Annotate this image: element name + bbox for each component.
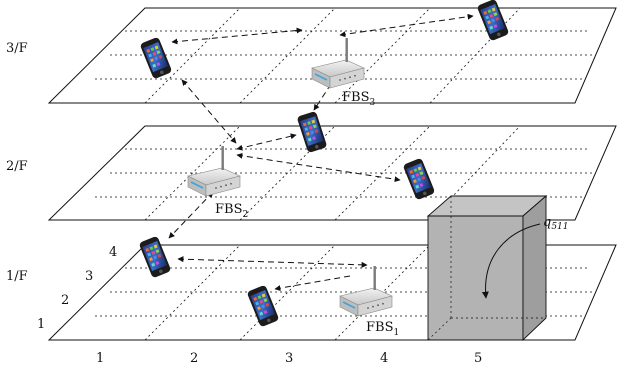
smartphone-icon [296, 110, 328, 154]
x-label-1: 1 [96, 351, 104, 366]
smartphone-icon [138, 235, 172, 279]
y-label-4: 4 [109, 245, 117, 260]
y-label-2: 2 [61, 293, 69, 308]
link-arrows [168, 13, 474, 292]
x-label-2: 2 [190, 351, 198, 366]
y-label-3: 3 [85, 269, 93, 284]
x-label-4: 4 [380, 351, 388, 366]
smartphone-icon [402, 157, 436, 201]
block-label-q511: q511 [543, 215, 569, 232]
x-label-3: 3 [285, 351, 293, 366]
floor-label-2: 2/F [6, 159, 28, 174]
floor-label-1: 1/F [6, 269, 28, 284]
floor-3-plane [47, 7, 617, 104]
station-label-fbs3: FBS3 [342, 90, 375, 108]
smartphone-icon [476, 0, 510, 42]
station-label-fbs2: FBS2 [215, 202, 248, 220]
x-label-5: 5 [474, 351, 482, 366]
wifi-router-icon [339, 265, 393, 317]
smartphone-icon [246, 284, 280, 328]
wifi-router-icon [187, 145, 241, 197]
smartphone-icon [139, 36, 173, 80]
block-q511 [426, 195, 548, 342]
station-label-fbs1: FBS1 [366, 320, 399, 338]
wifi-router-icon [311, 37, 365, 89]
floor-label-3: 3/F [6, 41, 28, 56]
y-label-1: 1 [37, 317, 45, 332]
